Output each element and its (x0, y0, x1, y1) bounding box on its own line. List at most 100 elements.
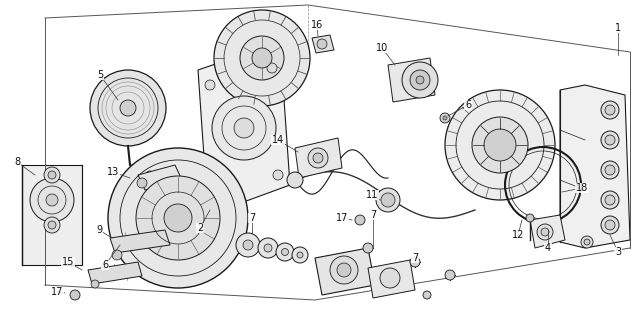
Text: 16: 16 (311, 20, 323, 30)
Circle shape (276, 243, 294, 261)
Circle shape (112, 250, 122, 260)
Polygon shape (315, 248, 375, 295)
Text: 2: 2 (197, 223, 203, 233)
Circle shape (581, 236, 593, 248)
Circle shape (601, 216, 619, 234)
Circle shape (330, 256, 358, 284)
Circle shape (240, 36, 284, 80)
Circle shape (601, 101, 619, 119)
Circle shape (46, 194, 58, 206)
Polygon shape (88, 262, 142, 284)
Circle shape (537, 224, 553, 240)
Text: 9: 9 (96, 225, 102, 235)
Circle shape (601, 131, 619, 149)
Circle shape (214, 10, 310, 106)
Polygon shape (198, 42, 290, 215)
Text: 7: 7 (412, 253, 418, 263)
Polygon shape (368, 260, 415, 298)
Circle shape (267, 63, 277, 73)
Text: 4: 4 (545, 243, 551, 253)
Text: 12: 12 (512, 230, 524, 240)
Circle shape (48, 171, 56, 179)
Polygon shape (530, 215, 565, 248)
Circle shape (212, 96, 276, 160)
Circle shape (423, 291, 431, 299)
Text: 6: 6 (465, 100, 471, 110)
Polygon shape (138, 165, 182, 190)
Circle shape (605, 165, 615, 175)
Circle shape (308, 148, 328, 168)
Circle shape (273, 170, 283, 180)
Circle shape (605, 105, 615, 115)
Polygon shape (110, 230, 170, 253)
Circle shape (264, 244, 272, 252)
Circle shape (416, 76, 424, 84)
Text: 6: 6 (102, 260, 108, 270)
Circle shape (44, 217, 60, 233)
Circle shape (90, 70, 166, 146)
Circle shape (146, 171, 154, 179)
Text: 11: 11 (366, 190, 378, 200)
Text: 10: 10 (376, 43, 388, 53)
Circle shape (70, 290, 80, 300)
Circle shape (410, 70, 430, 90)
Circle shape (164, 204, 192, 232)
Circle shape (205, 80, 215, 90)
Text: 3: 3 (615, 247, 621, 257)
Circle shape (282, 249, 289, 255)
Circle shape (410, 257, 420, 267)
Circle shape (376, 188, 400, 212)
Circle shape (601, 161, 619, 179)
Circle shape (48, 221, 56, 229)
Circle shape (287, 172, 303, 188)
Text: 15: 15 (62, 257, 74, 267)
Circle shape (472, 117, 528, 173)
Polygon shape (295, 138, 342, 178)
Text: 17: 17 (51, 287, 63, 297)
Circle shape (44, 167, 60, 183)
Circle shape (440, 113, 450, 123)
Circle shape (30, 178, 74, 222)
Circle shape (108, 148, 248, 288)
Circle shape (137, 178, 147, 188)
Text: 8: 8 (14, 157, 20, 167)
Circle shape (363, 243, 373, 253)
Bar (22, 165, 82, 265)
Circle shape (541, 228, 549, 236)
Circle shape (584, 239, 590, 245)
Circle shape (402, 62, 438, 98)
Circle shape (292, 247, 308, 263)
Circle shape (380, 268, 400, 288)
Circle shape (136, 176, 220, 260)
Text: 7: 7 (370, 210, 376, 220)
Circle shape (605, 195, 615, 205)
Polygon shape (388, 58, 435, 102)
Circle shape (243, 240, 253, 250)
Text: 7: 7 (249, 213, 255, 223)
Circle shape (236, 233, 260, 257)
Circle shape (443, 116, 447, 120)
Text: 13: 13 (107, 167, 119, 177)
Text: 17: 17 (336, 213, 348, 223)
Circle shape (317, 39, 327, 49)
Circle shape (120, 100, 136, 116)
Circle shape (252, 48, 272, 68)
Circle shape (355, 215, 365, 225)
Polygon shape (312, 35, 334, 53)
Circle shape (337, 263, 351, 277)
Circle shape (484, 129, 516, 161)
Circle shape (234, 118, 254, 138)
Circle shape (445, 270, 455, 280)
Circle shape (526, 214, 534, 222)
Circle shape (313, 153, 323, 163)
Circle shape (258, 238, 278, 258)
Text: 18: 18 (576, 183, 588, 193)
Circle shape (91, 280, 99, 288)
Circle shape (601, 191, 619, 209)
Circle shape (605, 220, 615, 230)
Text: 14: 14 (272, 135, 284, 145)
Polygon shape (560, 85, 630, 248)
Circle shape (297, 252, 303, 258)
Text: 1: 1 (615, 23, 621, 33)
Circle shape (605, 135, 615, 145)
